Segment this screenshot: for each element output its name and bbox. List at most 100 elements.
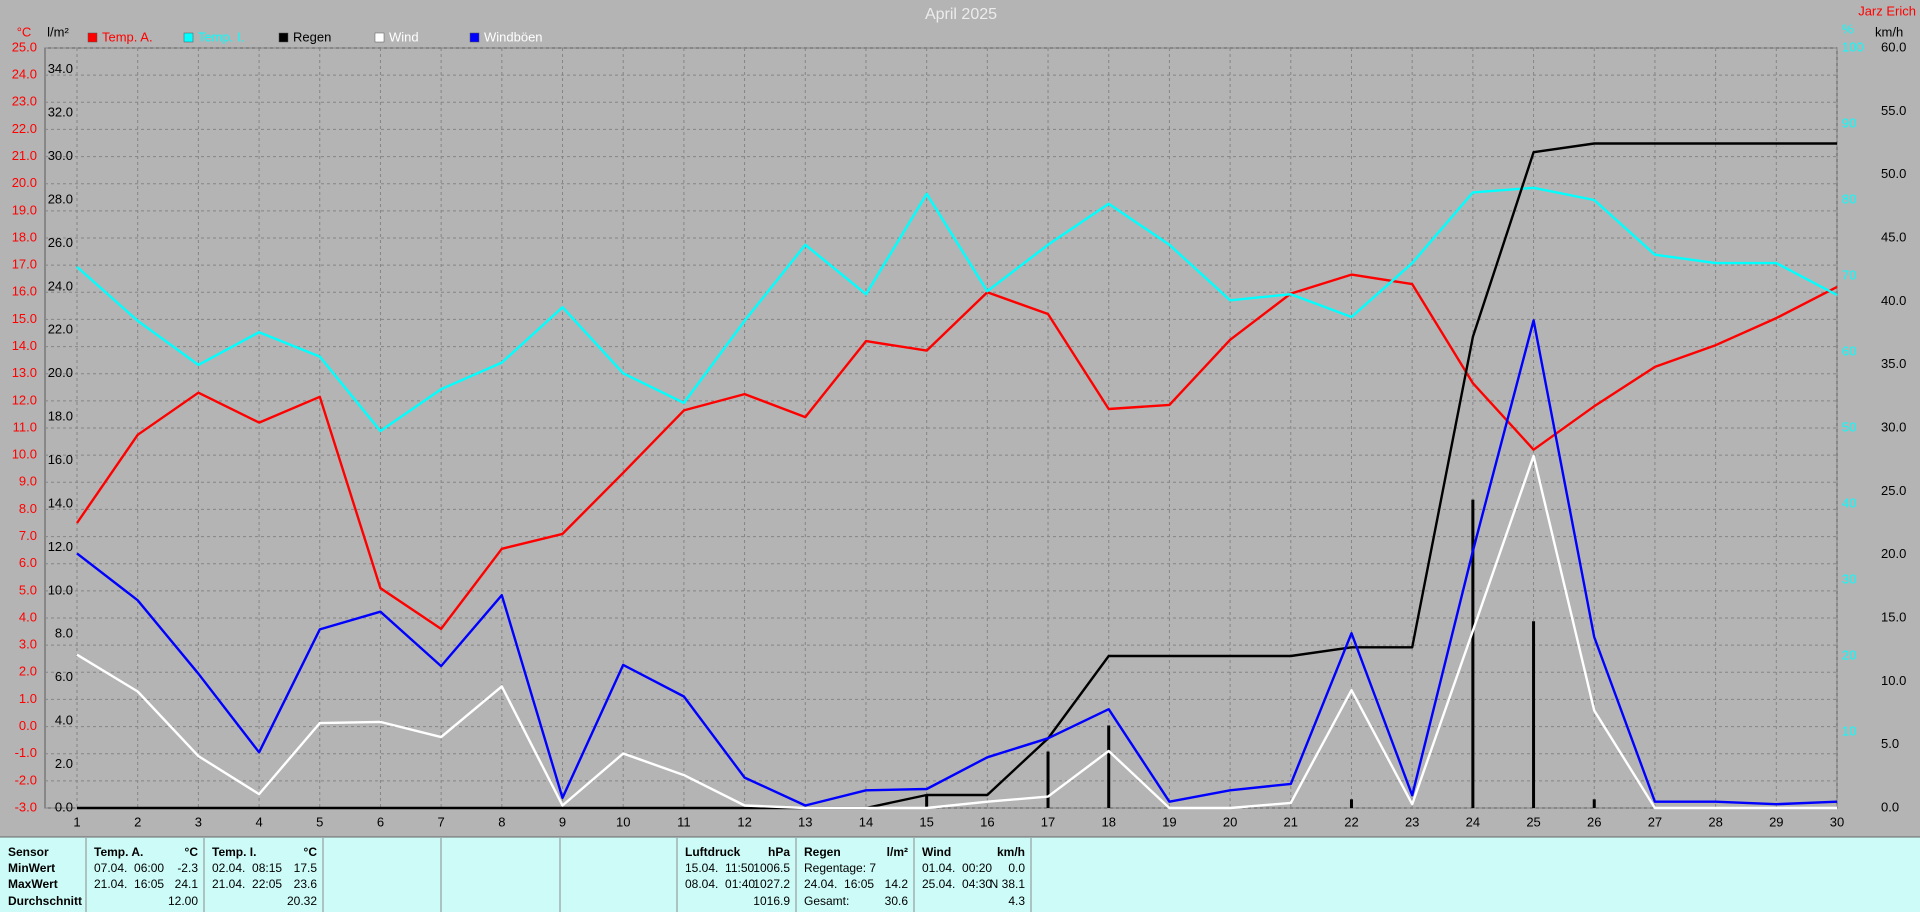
group-unit: km/h	[997, 845, 1025, 859]
y3-tick-label: 30	[1842, 571, 1856, 586]
y2-tick-label: 16.0	[48, 452, 73, 467]
legend-label: Windböen	[484, 29, 543, 44]
cell-left: Regentage: 7	[804, 861, 876, 875]
author: Jarz Erich	[1858, 3, 1916, 18]
y-tick-label: 21.0	[12, 148, 37, 163]
x-tick-label: 6	[377, 814, 384, 829]
y-tick-label: 13.0	[12, 365, 37, 380]
x-tick-label: 9	[559, 814, 566, 829]
legend-label: Wind	[389, 29, 419, 44]
y-tick-label: 18.0	[12, 229, 37, 244]
y4-tick-label: 10.0	[1881, 673, 1906, 688]
rain-bar	[1107, 725, 1111, 808]
y2-tick-label: 14.0	[48, 495, 73, 510]
x-tick-label: 27	[1648, 814, 1662, 829]
y3-unit: %	[1842, 21, 1854, 36]
x-tick-label: 19	[1162, 814, 1176, 829]
y3-tick-label: 50	[1842, 419, 1856, 434]
y-tick-label: 6.0	[19, 555, 37, 570]
x-tick-label: 2	[134, 814, 141, 829]
y-tick-label: 4.0	[19, 609, 37, 624]
y4-tick-label: 55.0	[1881, 103, 1906, 118]
cell-right: 1006.5	[753, 861, 790, 875]
y-tick-label: 24.0	[12, 67, 37, 82]
y-tick-label: 23.0	[12, 94, 37, 109]
y2-tick-label: 24.0	[48, 278, 73, 293]
y2-tick-label: 8.0	[55, 626, 73, 641]
y2-tick-label: 12.0	[48, 539, 73, 554]
y-tick-label: 15.0	[12, 311, 37, 326]
y4-tick-label: 20.0	[1881, 546, 1906, 561]
x-tick-label: 25	[1526, 814, 1540, 829]
y4-tick-label: 5.0	[1881, 736, 1899, 751]
y-tick-label: 8.0	[19, 501, 37, 516]
series-line	[76, 454, 1837, 810]
y2-tick-label: 6.0	[55, 669, 73, 684]
cell-left: 08.04. 01:40	[685, 877, 755, 891]
y4-tick-label: 30.0	[1881, 419, 1906, 434]
row-label: Sensor	[8, 845, 49, 859]
cell-right: 20.32	[287, 894, 317, 908]
series-line	[76, 273, 1838, 631]
cell-right: 14.2	[885, 877, 909, 891]
y3-tick-label: 20	[1842, 647, 1856, 662]
x-tick-label: 5	[316, 814, 323, 829]
cell-left: 21.04. 16:05	[94, 877, 164, 891]
cell-left: Gesamt:	[804, 894, 849, 908]
x-tick-label: 30	[1830, 814, 1844, 829]
x-tick-label: 18	[1101, 814, 1115, 829]
x-tick-label: 15	[919, 814, 933, 829]
x-tick-label: 16	[980, 814, 994, 829]
rain-bar	[1471, 499, 1475, 808]
y4-tick-label: 35.0	[1881, 356, 1906, 371]
y2-tick-label: 22.0	[48, 322, 73, 337]
row-label: Durchschnitt	[8, 894, 82, 908]
cell-right: 0.0	[1008, 861, 1025, 875]
y3-tick-label: 80	[1842, 191, 1856, 206]
y3-tick-label: 90	[1842, 115, 1856, 130]
x-tick-label: 26	[1587, 814, 1601, 829]
y-tick-label: 11.0	[13, 419, 37, 434]
x-tick-label: 29	[1769, 814, 1783, 829]
rain-bar	[1592, 799, 1596, 808]
group-name: Wind	[922, 845, 951, 859]
y4-tick-label: 50.0	[1881, 166, 1906, 181]
cell-left: 07.04. 06:00	[94, 861, 164, 875]
y-tick-label: -3.0	[15, 799, 37, 814]
group-unit: l/m²	[887, 845, 908, 859]
y3-tick-label: 70	[1842, 267, 1856, 282]
legend-swatch	[374, 32, 385, 43]
cell-left: 21.04. 22:05	[212, 877, 282, 891]
x-tick-label: 24	[1466, 814, 1480, 829]
y2-tick-label: 2.0	[55, 756, 73, 771]
y2-unit: l/m²	[47, 24, 69, 39]
legend-swatch	[278, 32, 289, 43]
x-tick-label: 10	[616, 814, 630, 829]
cell-right: 1016.9	[753, 894, 790, 908]
group-name: Temp. I.	[212, 845, 256, 859]
y3-tick-label: 100	[1842, 39, 1864, 54]
y3-tick-label: 10	[1842, 723, 1856, 738]
rain-bar	[925, 794, 929, 808]
y3-tick-label: 40	[1842, 495, 1856, 510]
y-tick-label: 17.0	[12, 257, 37, 272]
y-tick-label: 20.0	[12, 175, 37, 190]
x-tick-label: 12	[737, 814, 751, 829]
x-tick-label: 17	[1041, 814, 1055, 829]
series-line	[76, 186, 1838, 433]
y-tick-label: 3.0	[19, 637, 37, 652]
y-tick-label: -2.0	[15, 772, 37, 787]
x-tick-label: 13	[798, 814, 812, 829]
group-unit: hPa	[768, 845, 790, 859]
y2-tick-label: 32.0	[48, 105, 73, 120]
y2-tick-label: 28.0	[48, 191, 73, 206]
legend-label: Temp. I.	[198, 29, 244, 44]
cell-left: 24.04. 16:05	[804, 877, 874, 891]
series-line	[77, 142, 1837, 810]
footer-table: Sensor MinWert MaxWert Durchschnitt Temp. A.…	[8, 838, 1032, 912]
y2-tick-label: 10.0	[48, 582, 73, 597]
x-tick-label: 1	[73, 814, 80, 829]
x-tick-label: 4	[255, 814, 262, 829]
y2-tick-label: 20.0	[48, 365, 73, 380]
